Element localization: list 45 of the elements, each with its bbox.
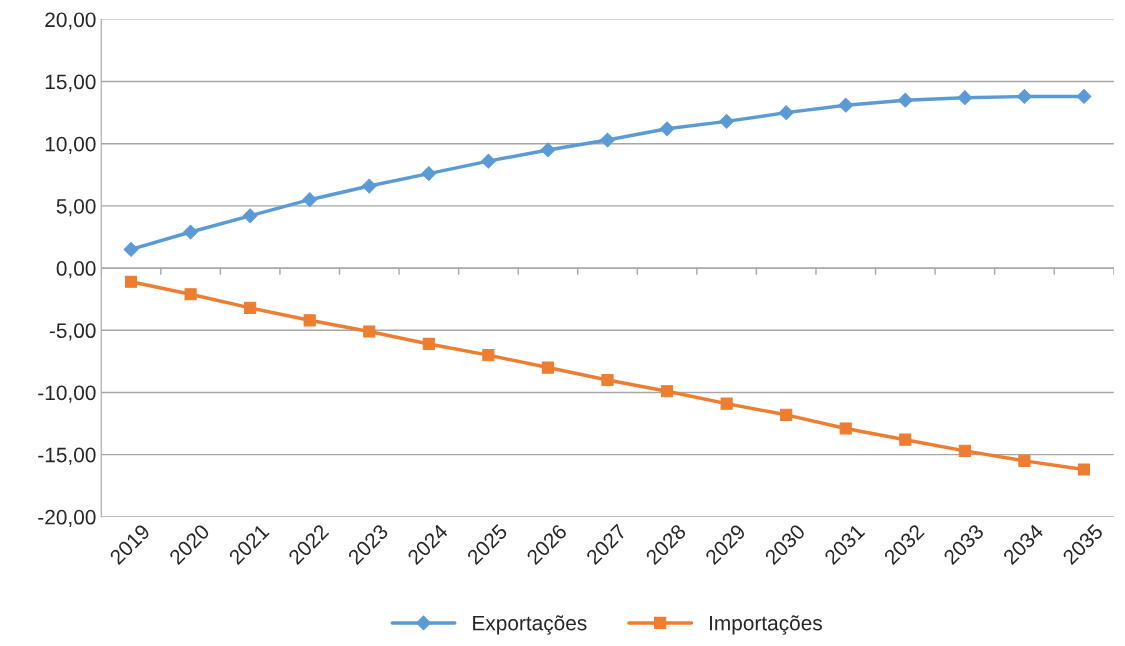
legend-label: Exportações: [473, 615, 587, 635]
point: [719, 113, 735, 129]
point: [244, 301, 257, 314]
point: [302, 192, 318, 208]
point: [123, 242, 139, 257]
point: [958, 444, 971, 457]
point: [242, 208, 258, 224]
point: [838, 97, 854, 113]
point: [422, 337, 435, 351]
point: [897, 92, 913, 108]
point: [660, 385, 674, 398]
y-tick-label: 15,00: [45, 74, 96, 92]
y-tick-label: -15,00: [38, 447, 96, 465]
y-tick-label: 10,00: [45, 136, 96, 154]
point: [540, 142, 556, 158]
point: [1018, 454, 1031, 467]
point: [1076, 89, 1092, 104]
y-tick-label: 20,00: [45, 12, 96, 30]
point: [184, 288, 197, 301]
point: [541, 361, 555, 374]
point: [361, 178, 377, 194]
point: [1077, 463, 1091, 476]
point: [124, 275, 138, 288]
point: [482, 349, 495, 362]
point: [957, 90, 973, 106]
point: [421, 166, 437, 181]
point: [720, 397, 733, 410]
point: [303, 314, 316, 327]
point: [778, 105, 794, 121]
point: [780, 408, 793, 421]
point: [363, 325, 376, 338]
point: [480, 153, 496, 169]
y-tick-label: -20,00: [38, 509, 96, 528]
y-tick-label: 5,00: [56, 198, 96, 217]
point: [659, 121, 675, 137]
y-tick-label: -10,00: [38, 385, 96, 403]
legend-label: Importações: [710, 615, 822, 635]
point: [839, 422, 852, 435]
y-tick-label: 0,00: [56, 261, 96, 279]
point: [1017, 89, 1032, 104]
y-tick-label: -5,00: [49, 323, 96, 341]
point: [183, 224, 198, 240]
point: [600, 132, 615, 148]
point: [899, 433, 912, 446]
point: [601, 373, 614, 387]
